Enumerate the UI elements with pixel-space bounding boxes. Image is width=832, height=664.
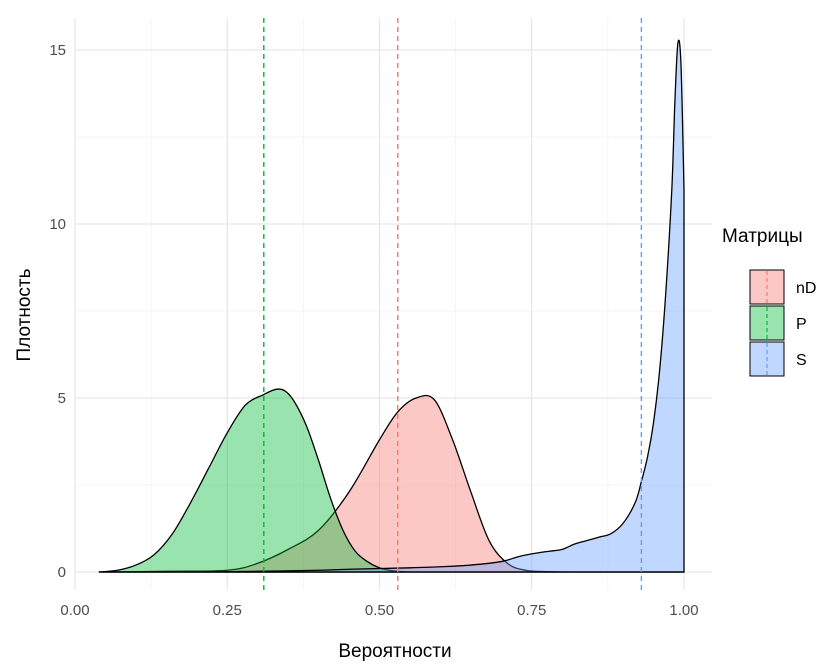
y-axis-ticks: 0 5 10 15 — [49, 42, 66, 581]
legend-label-s: S — [796, 352, 807, 369]
legend-label-p: P — [796, 316, 807, 333]
y-axis-title: Плотность — [14, 268, 35, 361]
density-areas — [98, 39, 685, 573]
x-tick-label: 0.00 — [60, 602, 89, 619]
x-tick-label: 0.50 — [365, 602, 394, 619]
y-tick-label: 0 — [58, 564, 66, 581]
y-tick-label: 5 — [58, 390, 66, 407]
legend-item-p: P — [749, 305, 807, 341]
legend: Матрицы nD P S — [722, 226, 816, 377]
legend-item-nd: nD — [749, 269, 816, 305]
x-tick-label: 0.75 — [517, 602, 546, 619]
y-tick-label: 10 — [49, 216, 66, 233]
x-tick-label: 0.25 — [213, 602, 242, 619]
x-tick-label: 1.00 — [669, 602, 698, 619]
x-axis-ticks: 0.00 0.25 0.50 0.75 1.00 — [60, 602, 698, 619]
legend-item-s: S — [749, 341, 807, 377]
legend-title: Матрицы — [722, 226, 803, 247]
x-axis-title: Вероятности — [338, 641, 451, 662]
density-area-s — [98, 39, 685, 573]
y-tick-label: 15 — [49, 42, 66, 59]
legend-label-nd: nD — [796, 280, 816, 297]
